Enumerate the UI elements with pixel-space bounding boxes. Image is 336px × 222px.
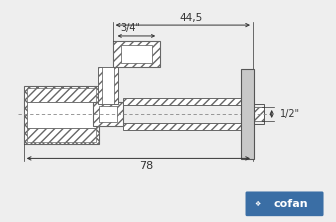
Text: ❖: ❖ — [255, 201, 261, 207]
FancyBboxPatch shape — [246, 192, 324, 216]
Text: 78: 78 — [139, 161, 154, 171]
Bar — [123, 98, 251, 105]
Bar — [123, 123, 251, 130]
Bar — [27, 102, 96, 128]
Bar — [99, 106, 117, 122]
Bar — [98, 67, 118, 104]
Text: 44,5: 44,5 — [179, 13, 202, 23]
Text: 3/4": 3/4" — [121, 23, 140, 33]
Bar — [27, 128, 96, 142]
Bar — [113, 41, 160, 67]
Text: 1/2": 1/2" — [280, 109, 300, 119]
Bar — [102, 67, 114, 104]
Bar — [241, 69, 254, 159]
Text: cofan: cofan — [273, 199, 308, 209]
Bar — [27, 88, 96, 102]
Bar — [93, 102, 123, 126]
Bar — [254, 104, 264, 124]
Bar — [254, 107, 264, 121]
Bar — [24, 86, 99, 144]
Bar — [121, 45, 152, 63]
